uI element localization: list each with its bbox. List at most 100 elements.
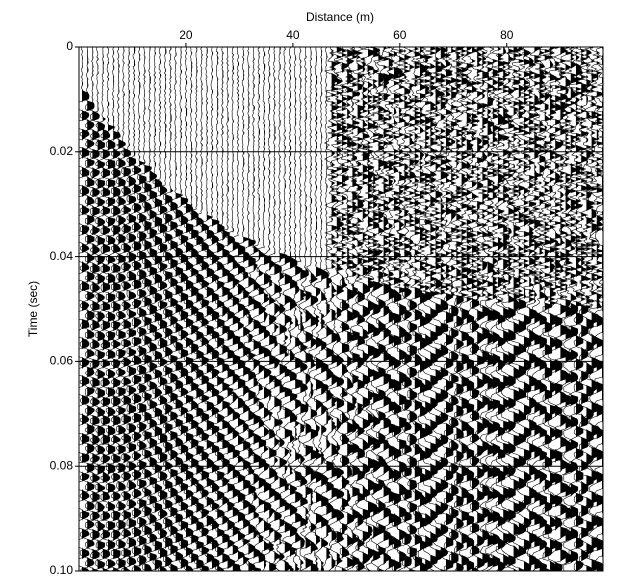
trace-fill — [160, 47, 167, 571]
trace-fill — [430, 47, 438, 571]
trace-line — [583, 47, 599, 571]
trace-line — [391, 47, 407, 571]
trace-line — [163, 47, 178, 571]
trace-line — [495, 47, 511, 571]
trace-line — [147, 47, 163, 571]
trace-line — [287, 47, 303, 571]
trace-fill — [316, 47, 323, 571]
trace-line — [547, 47, 563, 571]
trace-fill — [290, 47, 297, 571]
trace-line — [240, 47, 256, 571]
trace-line — [79, 47, 90, 571]
trace-line — [469, 47, 486, 571]
trace-fill — [274, 47, 282, 571]
trace-fill — [534, 47, 542, 571]
trace-fill — [373, 47, 381, 571]
trace-line — [303, 47, 319, 571]
trace-fill — [206, 47, 214, 571]
trace-line — [225, 47, 241, 571]
trace-line — [459, 47, 475, 571]
trace-line — [542, 47, 558, 571]
trace-line — [349, 47, 366, 571]
trace-line — [527, 47, 542, 571]
trace-fill — [191, 47, 199, 571]
trace-fill — [472, 47, 479, 571]
trace-line — [485, 47, 501, 571]
trace-line — [510, 47, 527, 571]
trace-fill — [440, 47, 448, 571]
trace-line — [396, 47, 413, 571]
trace-line — [178, 47, 194, 571]
trace-fill — [362, 47, 370, 571]
trace-fill — [461, 47, 469, 571]
trace-fill — [186, 47, 193, 571]
trace-line — [531, 47, 547, 571]
trace-fill — [446, 47, 453, 571]
trace-line — [152, 47, 168, 571]
trace-line — [370, 47, 386, 571]
trace-line — [298, 47, 313, 571]
trace-line — [246, 47, 262, 571]
y-tick-label: 0 — [66, 39, 73, 53]
trace-fill — [498, 47, 505, 571]
trace-fill — [477, 47, 485, 571]
trace-line — [79, 47, 95, 571]
trace-line — [417, 47, 434, 571]
y-tick-label: 0.04 — [50, 249, 74, 263]
trace-line — [256, 47, 272, 571]
trace-line — [261, 47, 277, 571]
trace-fill — [321, 47, 329, 571]
trace-line — [449, 47, 465, 571]
trace-fill — [529, 47, 537, 571]
trace-line — [126, 47, 142, 571]
trace-fill — [352, 47, 360, 571]
trace-fill — [555, 47, 563, 571]
trace-line — [443, 47, 460, 571]
x-tick-label: 60 — [393, 28, 407, 42]
trace-line — [142, 47, 157, 571]
trace-fill — [113, 47, 121, 571]
trace-line — [475, 47, 491, 571]
trace-line — [209, 47, 225, 571]
trace-fill — [466, 47, 474, 571]
trace-line — [85, 47, 100, 571]
trace-line — [573, 47, 589, 571]
trace-fill — [102, 47, 110, 571]
trace-line — [313, 47, 329, 571]
trace-fill — [92, 47, 100, 571]
x-axis-label: Distance (m) — [306, 10, 374, 24]
x-tick-label: 80 — [500, 28, 514, 42]
y-tick-label: 0.06 — [50, 354, 74, 368]
trace-line — [137, 47, 152, 571]
trace-line — [204, 47, 220, 571]
trace-line — [95, 47, 111, 571]
trace-fill — [217, 47, 225, 571]
y-axis-label: Time (sec) — [26, 281, 40, 337]
trace-line — [422, 47, 439, 571]
trace-line — [329, 47, 345, 571]
trace-line — [277, 47, 293, 571]
trace-fill — [357, 47, 365, 571]
trace-fill — [128, 47, 136, 571]
trace-line — [537, 47, 553, 571]
trace-line — [100, 47, 116, 571]
trace-line — [282, 47, 298, 571]
trace-line — [131, 47, 147, 571]
trace-line — [90, 47, 105, 571]
trace-line — [173, 47, 189, 571]
trace-line — [344, 47, 361, 571]
trace-fill — [279, 47, 287, 571]
trace-line — [568, 47, 584, 571]
y-tick-label: 0.08 — [50, 458, 74, 472]
x-tick-label: 20 — [179, 28, 193, 42]
trace-line — [589, 47, 603, 571]
wiggle-traces — [79, 47, 603, 571]
x-tick-label: 40 — [286, 28, 300, 42]
trace-line — [111, 47, 126, 571]
trace-line — [339, 47, 355, 571]
trace-fill — [435, 47, 443, 571]
trace-fill — [305, 47, 313, 571]
trace-fill — [139, 47, 147, 571]
trace-line — [292, 47, 308, 571]
